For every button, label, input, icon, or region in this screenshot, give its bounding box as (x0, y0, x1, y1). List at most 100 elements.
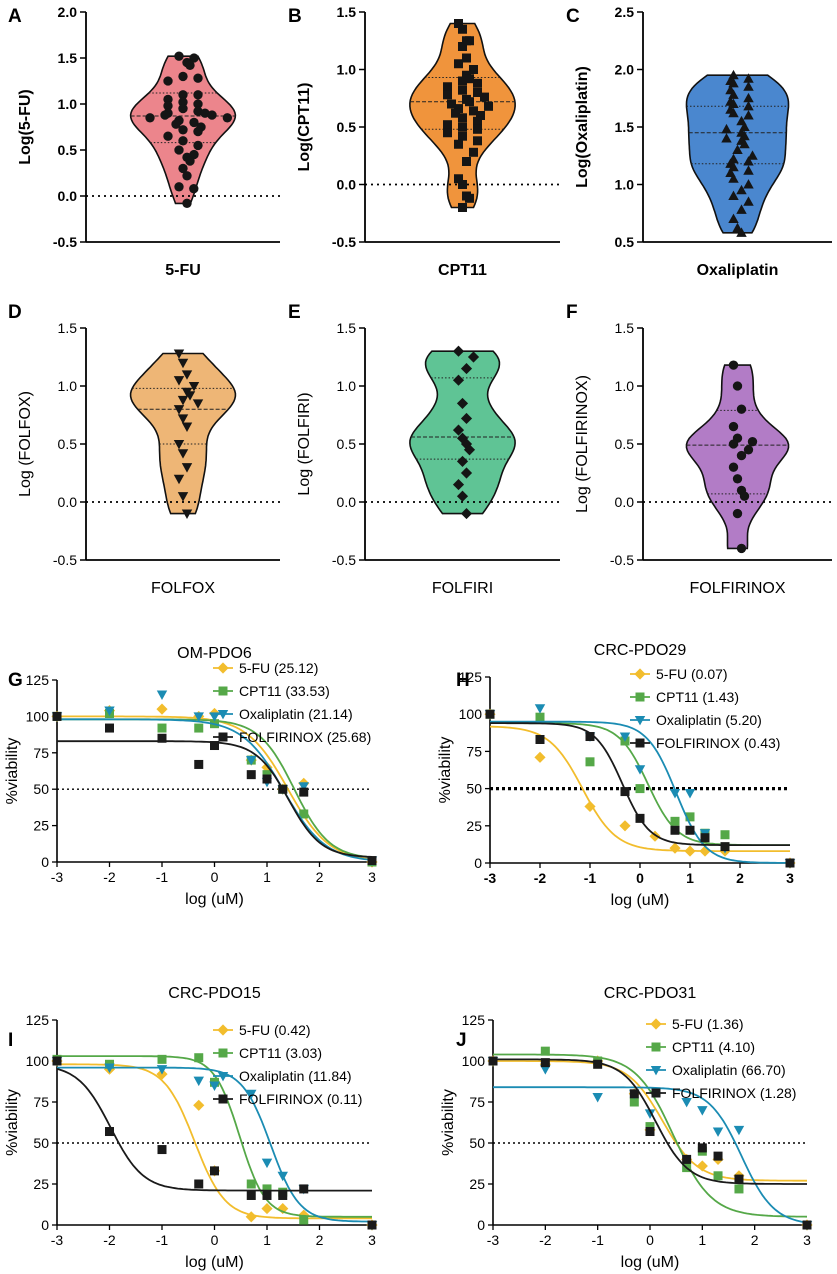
data-point (480, 92, 489, 102)
data-point (736, 404, 747, 414)
legend-swatch-marker (650, 1065, 662, 1076)
x-tick-label: -2 (534, 870, 547, 886)
data-point (171, 119, 181, 129)
data-point-folfirinox (194, 759, 204, 769)
data-point (454, 139, 463, 149)
y-tick-label: 75 (33, 745, 49, 761)
data-point-folfirinox (645, 1127, 655, 1137)
data-point (173, 349, 185, 359)
data-point (460, 412, 473, 425)
data-point (185, 60, 195, 71)
data-point (465, 36, 474, 46)
data-point (736, 543, 747, 554)
data-point-5-fu (584, 800, 596, 813)
data-point-cpt11 (299, 809, 309, 819)
y-tick-label: 1.0 (58, 96, 78, 112)
data-point-folfirinox (299, 1184, 309, 1194)
data-point-cpt11 (194, 1053, 204, 1063)
data-point (465, 193, 474, 203)
y-tick-label: 0.0 (615, 494, 635, 510)
data-point (454, 174, 463, 184)
data-point (181, 509, 193, 519)
data-point-folfirinox (367, 856, 377, 866)
data-point-folfirinox (488, 1056, 498, 1066)
data-point (728, 77, 739, 88)
data-point (728, 462, 739, 472)
y-tick-label: -0.5 (53, 552, 77, 568)
data-point (747, 150, 758, 160)
x-tick-label: 2 (316, 1232, 324, 1248)
x-axis-label: Oxaliplatin (697, 262, 779, 279)
data-point-cpt11 (670, 816, 680, 826)
y-tick-label: 0.5 (337, 436, 357, 452)
data-point-folfirinox (246, 770, 256, 780)
data-point (177, 492, 189, 502)
data-point-oxaliplatin (156, 690, 168, 700)
data-point (728, 213, 739, 224)
legend-swatch-marker (217, 1071, 229, 1082)
data-point (473, 88, 482, 97)
data-point (739, 491, 750, 501)
data-point-folfirinox (802, 1220, 812, 1230)
data-point-5-fu (193, 1099, 205, 1111)
panel-f: F -0.5 0.0 0.5 1.0 1.5 FOLFIRINOX Log (FOLFIRIN… (566, 302, 832, 597)
legend-label: CPT11 (4.10) (672, 1039, 755, 1055)
data-point-5-fu (669, 842, 681, 854)
data-point-folfirinox (105, 1127, 114, 1137)
data-point (178, 71, 188, 82)
data-point (743, 196, 754, 206)
x-tick-label: 2 (316, 869, 324, 885)
y-tick-label: 1.5 (615, 320, 635, 336)
data-point (736, 450, 747, 461)
y-tick-label: 1.5 (337, 4, 357, 20)
panel-letter: C (566, 6, 580, 27)
data-point-cpt11 (629, 1097, 639, 1107)
data-point (178, 97, 188, 107)
data-point (469, 106, 478, 116)
data-point (145, 113, 155, 123)
data-point-oxaliplatin (644, 1109, 656, 1119)
data-point-oxaliplatin (246, 756, 257, 766)
legend-label: 5-FU (0.07) (656, 666, 728, 682)
legend-label: FOLFIRINOX (0.43) (656, 735, 780, 751)
y-tick-label: 2.0 (615, 62, 635, 78)
data-point-folfirinox (585, 732, 595, 742)
y-tick-label: 0.5 (58, 436, 78, 452)
data-point-folfirinox (720, 842, 730, 852)
data-point-oxaliplatin (193, 712, 204, 722)
data-point-cpt11 (585, 757, 595, 767)
legend-swatch-marker (218, 1048, 228, 1058)
data-point (728, 360, 739, 370)
data-point (182, 171, 192, 181)
legend: 5-FU (1.36) CPT11 (4.10) Oxaliplatin (66.7… (646, 1016, 796, 1101)
y-tick-label: 75 (33, 1094, 49, 1110)
x-axis-label: CPT11 (438, 262, 487, 279)
panel-letter: J (456, 1030, 467, 1051)
legend-label: Oxaliplatin (66.70) (672, 1062, 786, 1078)
data-point-folfirinox (629, 1089, 639, 1099)
legend-label: 5-FU (1.36) (672, 1016, 744, 1032)
data-point-folfirinox (682, 1154, 692, 1164)
data-point (743, 100, 754, 111)
data-point-oxaliplatin (261, 1158, 273, 1169)
y-tick-label: 125 (26, 1012, 50, 1028)
y-tick-label: 75 (466, 743, 482, 759)
data-point (456, 490, 469, 502)
x-tick-label: 3 (368, 1232, 376, 1248)
y-tick-label: 0 (474, 855, 482, 871)
data-point (473, 136, 482, 146)
data-point (747, 437, 758, 447)
y-tick-label: 0 (41, 854, 49, 870)
panel-i: I CRC-PDO15 0 25 50 75 100 125 -3 -2 -1 0 1 2 3 5-FU (0… (4, 985, 378, 1271)
data-point (178, 163, 188, 174)
x-axis-label: FOLFOX (151, 580, 215, 597)
data-point (460, 508, 473, 520)
data-point (181, 422, 193, 432)
data-point (193, 73, 203, 83)
data-point (177, 414, 189, 424)
data-point (460, 467, 473, 479)
y-axis-label: Log (FOLFIRINOX) (574, 375, 591, 513)
data-point (163, 76, 173, 86)
data-point (163, 94, 173, 105)
